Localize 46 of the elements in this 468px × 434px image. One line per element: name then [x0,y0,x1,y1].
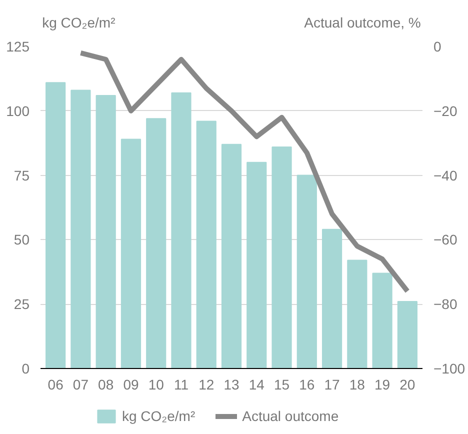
y2-tick-label: 0 [434,38,442,54]
bar [120,138,142,368]
y-tick-label: 25 [14,296,30,312]
y2-axis-title: Actual outcome, % [304,14,421,30]
x-tick-label: 11 [174,376,189,392]
x-tick-label: 19 [374,376,390,392]
x-tick-label: 06 [48,376,64,392]
x-tick-label: 15 [274,376,290,392]
y-tick-label: 75 [14,167,30,184]
y-axis-title: kg CO₂e/m² [42,14,116,30]
x-tick-label: 18 [349,376,366,392]
x-tick-label: 10 [148,376,164,392]
bar [146,118,166,368]
y2-tick-label: −60 [434,232,458,248]
bar [322,228,342,368]
x-tick-label: 14 [248,376,265,392]
x-tick-label: 17 [324,376,340,392]
y2-tick-label: −80 [434,296,458,312]
legend-label: Actual outcome [242,408,339,424]
bar [372,272,392,368]
bar [246,162,267,368]
bar [171,92,192,368]
x-tick-label: 09 [123,376,139,392]
bar [196,120,216,368]
bar [272,146,292,368]
x-tick-label: 07 [72,376,89,392]
x-tick-label: 13 [224,376,240,392]
x-tick-label: 16 [299,376,315,392]
y-tick-label: 50 [14,232,30,248]
y2-tick-label: −40 [434,167,458,184]
x-tick-label: 12 [198,376,214,392]
bar [221,144,242,368]
bar [347,260,368,368]
y2-tick-label: −100 [434,360,466,376]
x-tick-label: 08 [98,376,114,392]
bar [397,301,418,368]
bar [296,174,317,368]
y2-tick-label: −20 [434,102,458,119]
bar [46,82,66,368]
bar [70,90,91,368]
y-tick-label: 0 [22,360,30,376]
bar [96,94,116,368]
y-tick-label: 100 [6,102,30,119]
x-tick-label: 20 [400,376,416,392]
legend-label: kg CO₂e/m² [122,408,196,424]
y-tick-label: 125 [6,38,30,54]
